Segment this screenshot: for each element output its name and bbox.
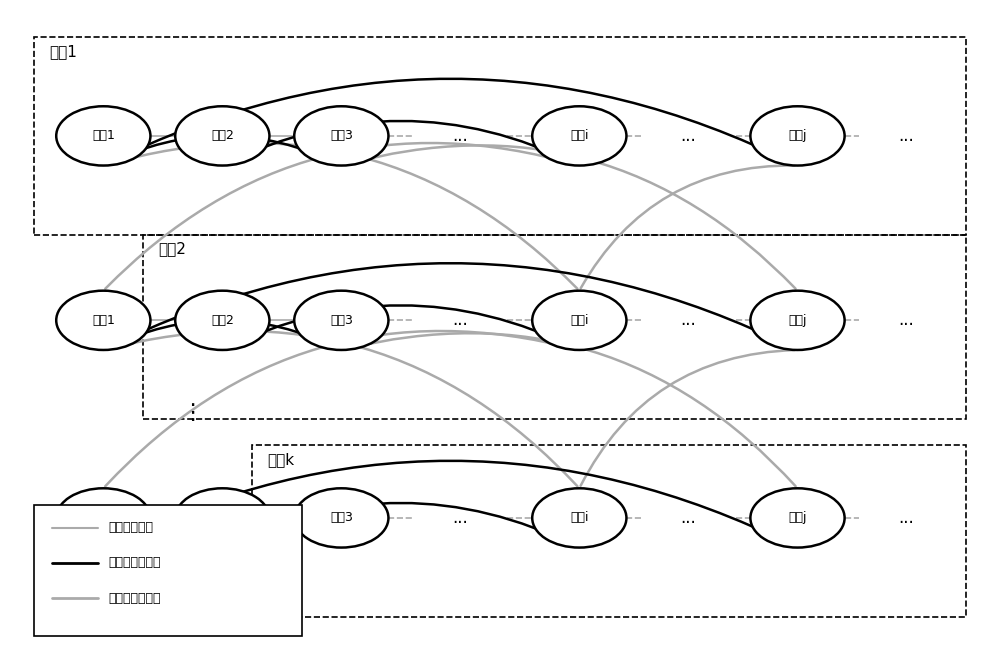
Text: 位姿j: 位姿j — [788, 512, 807, 524]
FancyArrowPatch shape — [106, 320, 339, 349]
Text: ...: ... — [452, 127, 468, 145]
FancyArrowPatch shape — [106, 461, 795, 546]
Text: 位姿1: 位姿1 — [92, 129, 115, 142]
Text: ...: ... — [681, 509, 696, 527]
Text: 位姿1: 位姿1 — [92, 512, 115, 524]
FancyArrowPatch shape — [106, 79, 795, 164]
Text: ...: ... — [681, 311, 696, 329]
Ellipse shape — [294, 106, 388, 165]
Text: ...: ... — [899, 311, 914, 329]
Text: 位姿3: 位姿3 — [330, 314, 353, 327]
FancyArrowPatch shape — [581, 165, 795, 288]
FancyArrowPatch shape — [105, 331, 577, 486]
Ellipse shape — [294, 291, 388, 350]
Text: 用户之间的约束: 用户之间的约束 — [108, 592, 161, 604]
FancyArrowPatch shape — [344, 145, 796, 289]
Text: ...: ... — [681, 127, 696, 145]
Ellipse shape — [750, 488, 845, 548]
FancyArrowPatch shape — [344, 334, 796, 486]
Ellipse shape — [294, 488, 388, 548]
Text: ...: ... — [452, 509, 468, 527]
Ellipse shape — [175, 488, 269, 548]
Text: 里程计的约束: 里程计的约束 — [108, 522, 153, 534]
Ellipse shape — [532, 106, 626, 165]
Ellipse shape — [532, 291, 626, 350]
Ellipse shape — [532, 488, 626, 548]
Text: ...: ... — [899, 509, 914, 527]
Text: 位姿i: 位姿i — [570, 129, 589, 142]
Text: 位姿3: 位姿3 — [330, 512, 353, 524]
Ellipse shape — [750, 106, 845, 165]
Ellipse shape — [175, 291, 269, 350]
FancyArrowPatch shape — [581, 350, 795, 486]
Text: 位姿1: 位姿1 — [92, 314, 115, 327]
FancyArrowPatch shape — [105, 143, 577, 289]
Bar — [34, 37, 966, 235]
Text: 用户1: 用户1 — [49, 43, 77, 59]
Bar — [143, 235, 966, 419]
Text: 用户2: 用户2 — [158, 241, 186, 256]
Text: 用户内部的约束: 用户内部的约束 — [108, 556, 161, 570]
Text: 位姿i: 位姿i — [570, 512, 589, 524]
Text: 位姿2: 位姿2 — [211, 512, 234, 524]
FancyArrowPatch shape — [106, 263, 795, 349]
FancyArrowPatch shape — [106, 143, 577, 289]
Text: 位姿j: 位姿j — [788, 129, 807, 142]
Text: 位姿j: 位姿j — [788, 314, 807, 327]
Text: 位姿i: 位姿i — [570, 314, 589, 327]
Text: 位姿2: 位姿2 — [211, 129, 234, 142]
Text: ...: ... — [899, 127, 914, 145]
Ellipse shape — [56, 106, 150, 165]
Text: 位姿3: 位姿3 — [330, 129, 353, 142]
Ellipse shape — [750, 291, 845, 350]
FancyArrowPatch shape — [106, 518, 339, 546]
Text: 位姿2: 位姿2 — [211, 314, 234, 327]
FancyArrowPatch shape — [106, 136, 339, 164]
FancyArrowPatch shape — [225, 503, 577, 546]
FancyArrowPatch shape — [106, 331, 577, 486]
Text: ⋮: ⋮ — [181, 403, 204, 422]
Text: ...: ... — [452, 311, 468, 329]
Text: 用户k: 用户k — [267, 452, 294, 467]
Ellipse shape — [56, 488, 150, 548]
FancyArrowPatch shape — [225, 121, 577, 164]
Ellipse shape — [175, 106, 269, 165]
FancyArrowPatch shape — [225, 305, 577, 349]
Bar — [34, 505, 302, 636]
Ellipse shape — [56, 291, 150, 350]
Bar — [252, 446, 966, 617]
